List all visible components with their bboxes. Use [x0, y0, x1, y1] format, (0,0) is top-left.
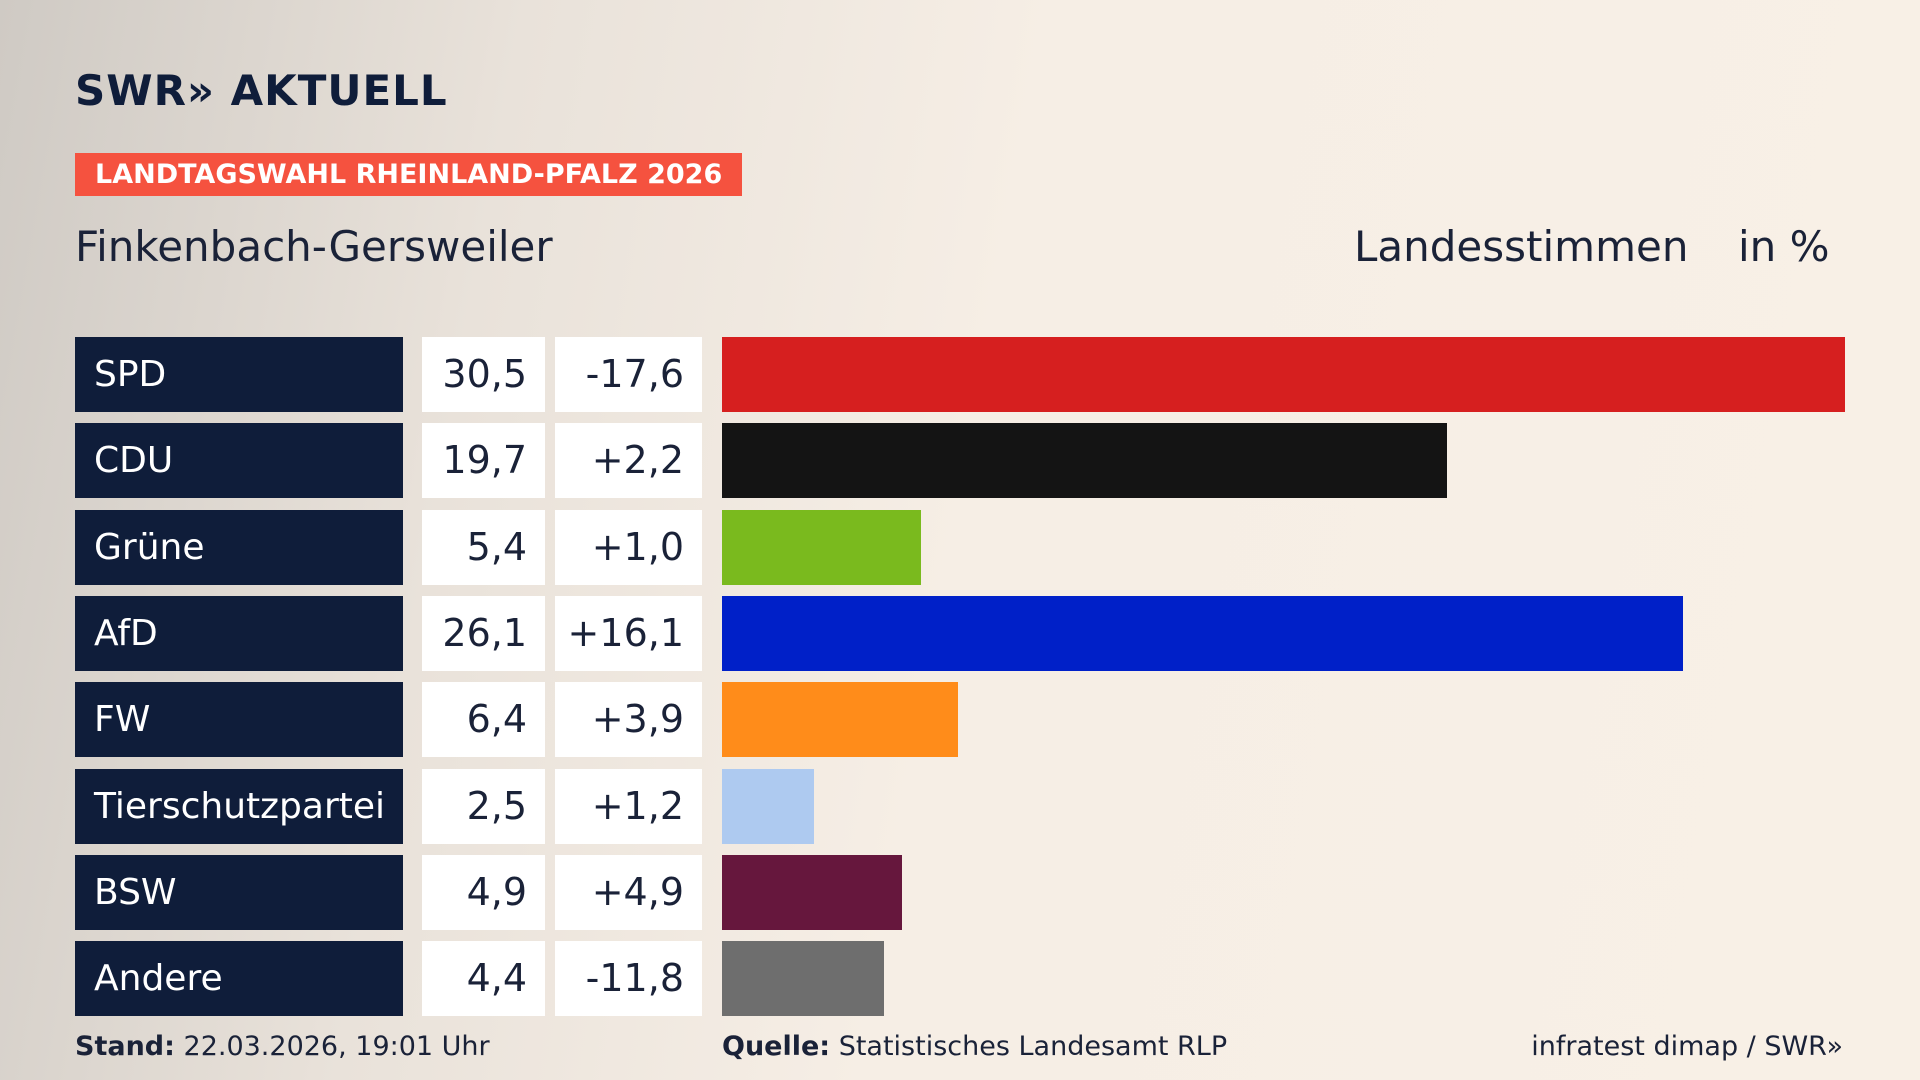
bar — [722, 595, 1683, 671]
change-label: +3,9 — [555, 682, 702, 758]
banner: LANDTAGSWAHL RHEINLAND-PFALZ 2026 — [75, 153, 743, 196]
change-label: -17,6 — [555, 337, 702, 412]
value-label: 6,4 — [422, 682, 545, 758]
change-label: +16,1 — [555, 595, 702, 671]
bar — [722, 854, 903, 930]
bar — [722, 941, 884, 1017]
change-label: -11,8 — [555, 941, 702, 1017]
party-name: Tierschutzpartei — [75, 768, 403, 844]
brand-logo: SWR» AKTUELL — [75, 66, 448, 115]
value-label: 26,1 — [422, 595, 545, 671]
change-label: +2,2 — [555, 423, 702, 499]
change-label: +4,9 — [555, 854, 702, 930]
source: Statistisches Landesamt RLP — [838, 1031, 1228, 1062]
measure-label: Landesstimmen — [1354, 222, 1689, 271]
bar — [722, 509, 921, 585]
unit-label: in % — [1738, 222, 1830, 271]
credit: infratest dimap / SWR» — [1531, 1031, 1843, 1062]
change-label: +1,0 — [555, 509, 702, 585]
bar — [722, 682, 958, 758]
party-name: SPD — [75, 337, 403, 412]
party-name: Andere — [75, 941, 403, 1017]
source-label: Quelle: — [722, 1031, 831, 1062]
party-name: CDU — [75, 423, 403, 499]
value-label: 19,7 — [422, 423, 545, 499]
chart-title: Finkenbach-Gersweiler — [75, 222, 553, 271]
bar — [722, 768, 815, 844]
value-label: 30,5 — [422, 337, 545, 412]
bar — [722, 423, 1448, 499]
value-label: 2,5 — [422, 768, 545, 844]
value-label: 5,4 — [422, 509, 545, 585]
party-name: Grüne — [75, 509, 403, 585]
party-name: FW — [75, 682, 403, 758]
bar — [722, 337, 1845, 412]
footer-stand: Stand: 22.03.2026, 19:01 Uhr — [75, 1031, 490, 1062]
party-name: BSW — [75, 854, 403, 930]
stand-label: Stand: — [75, 1031, 175, 1062]
value-label: 4,9 — [422, 854, 545, 930]
stand: 22.03.2026, 19:01 Uhr — [183, 1031, 490, 1062]
change-label: +1,2 — [555, 768, 702, 844]
value-label: 4,4 — [422, 941, 545, 1017]
party-name: AfD — [75, 595, 403, 671]
footer-source: Quelle: Statistisches Landesamt RLP — [722, 1031, 1227, 1062]
